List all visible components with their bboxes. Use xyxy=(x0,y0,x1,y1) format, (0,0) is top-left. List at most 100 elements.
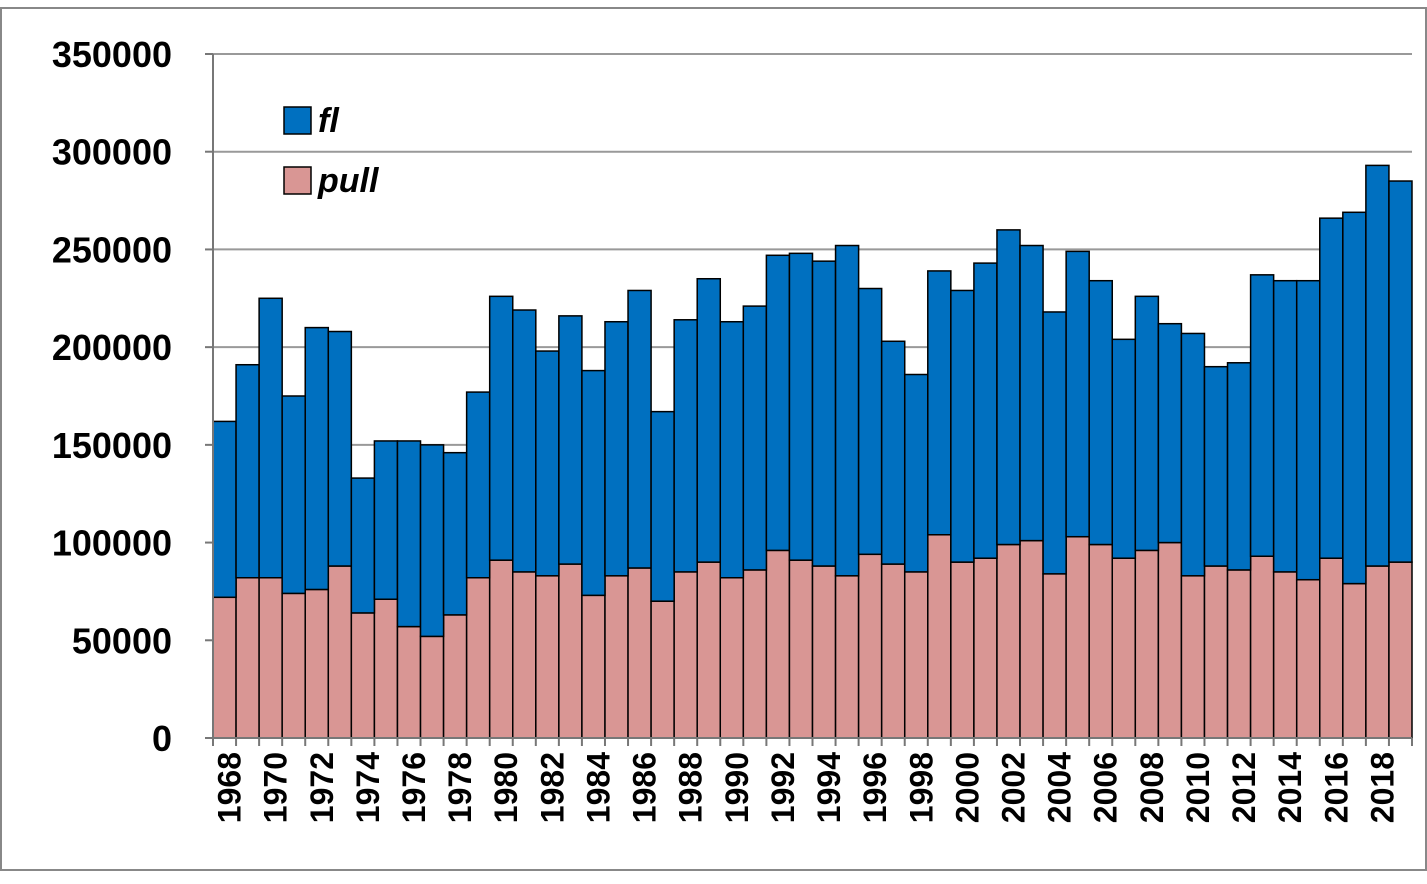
bar-segment xyxy=(903,571,929,739)
bar-segment xyxy=(1295,578,1321,739)
bar-segment xyxy=(212,596,237,739)
bar-segment xyxy=(650,600,675,739)
bar-segment xyxy=(742,305,768,571)
x-tick-label: 1994 xyxy=(811,752,847,823)
x-tick-label: 1972 xyxy=(304,752,340,823)
bar-segment xyxy=(1272,279,1298,573)
x-tick-label: 1988 xyxy=(673,752,709,823)
bar-segment xyxy=(1134,295,1160,552)
x-tick-label: 1986 xyxy=(627,752,663,823)
bar-segment xyxy=(857,553,883,739)
bar-segment xyxy=(1365,164,1390,567)
bar-segment xyxy=(1388,561,1413,739)
bar-segment xyxy=(304,326,330,591)
bar-segment xyxy=(880,563,906,739)
bar-segment xyxy=(1272,571,1298,739)
bar-segment xyxy=(1319,557,1344,739)
bar-segment xyxy=(1319,217,1344,559)
bar-segment xyxy=(1065,535,1090,739)
bar-segment xyxy=(1226,362,1252,571)
bar-segment xyxy=(1295,279,1321,581)
y-tick-label: 300000 xyxy=(52,132,172,173)
bar-segment xyxy=(1019,244,1044,542)
x-tick-label: 1970 xyxy=(258,752,294,823)
x-tick-label: 2016 xyxy=(1318,752,1354,823)
y-tick-label: 100000 xyxy=(52,523,172,564)
bar-segment xyxy=(880,340,906,565)
x-tick-label: 2010 xyxy=(1180,752,1216,823)
x-tick-label: 2004 xyxy=(1042,752,1078,823)
bar-segment xyxy=(996,229,1021,546)
bar-segment xyxy=(327,330,353,567)
x-tick-label: 1998 xyxy=(903,752,939,823)
bar-segment xyxy=(1065,250,1090,538)
bar-segment xyxy=(996,543,1021,739)
bar-segment xyxy=(650,410,675,602)
x-tick-label: 1996 xyxy=(857,752,893,823)
bar-segment xyxy=(604,575,629,739)
bar-segment xyxy=(235,363,260,579)
bar-segment xyxy=(512,309,537,573)
bar-segment xyxy=(258,297,283,579)
x-tick-label: 2006 xyxy=(1088,752,1124,823)
bar-segment xyxy=(627,567,652,739)
bar-segment xyxy=(1203,365,1229,567)
bar-segment xyxy=(696,561,722,739)
bar-segment xyxy=(1134,549,1160,739)
bar-segment xyxy=(281,395,306,595)
x-tick-label: 2014 xyxy=(1272,752,1308,823)
x-tick-label: 2012 xyxy=(1226,752,1262,823)
bar-segment xyxy=(327,565,353,739)
y-tick-label: 0 xyxy=(152,718,172,759)
bar-segment xyxy=(1249,555,1275,739)
bar-segment xyxy=(212,420,237,599)
bar-segment xyxy=(811,565,837,739)
bar-segment xyxy=(235,576,260,739)
bar-segment xyxy=(742,569,768,739)
bar-segment xyxy=(673,319,698,573)
bar-segment xyxy=(927,270,952,536)
x-tick-label: 2002 xyxy=(995,752,1031,823)
x-tick-label: 1976 xyxy=(396,752,432,823)
x-tick-label: 1984 xyxy=(580,752,616,823)
bar-segment xyxy=(857,287,883,556)
bar-segment xyxy=(558,315,583,565)
legend-swatch xyxy=(283,106,312,135)
bar-segment xyxy=(834,244,860,577)
bar-segment xyxy=(973,557,998,739)
bar-segment xyxy=(788,252,814,561)
x-tick-label: 1968 xyxy=(212,752,248,823)
bar-segment xyxy=(465,391,491,579)
bar-segment xyxy=(903,373,929,573)
legend-swatch xyxy=(283,166,312,195)
bar-segment xyxy=(512,571,537,739)
bar-segment xyxy=(350,612,376,739)
bar-segment xyxy=(1111,557,1137,739)
bar-segment xyxy=(1088,543,1113,739)
bar-segment xyxy=(696,277,722,563)
legend-label: pull xyxy=(317,162,380,200)
bar-segment xyxy=(304,588,330,739)
bar-segment xyxy=(558,563,583,739)
x-tick-label: 1982 xyxy=(534,752,570,823)
bar-segment xyxy=(1088,279,1113,546)
y-tick-label: 200000 xyxy=(52,327,172,368)
bar-segment xyxy=(604,320,629,577)
bar-segment xyxy=(927,534,952,739)
bar-segment xyxy=(350,477,376,614)
bar-segment xyxy=(465,576,491,739)
y-tick-label: 250000 xyxy=(52,229,172,270)
bar-segment xyxy=(973,262,998,559)
bar-segment xyxy=(950,561,975,739)
bar-segment xyxy=(373,440,399,600)
bar-segment xyxy=(1042,573,1067,739)
bar-segment xyxy=(1157,541,1183,739)
bar-segment xyxy=(788,559,814,739)
bar-segment xyxy=(1180,332,1206,577)
x-tick-label: 1980 xyxy=(488,752,524,823)
bar-segment xyxy=(1342,582,1367,739)
bar-segment xyxy=(627,289,652,569)
bar-segment xyxy=(488,295,514,561)
bar-segment xyxy=(811,260,837,567)
y-tick-label: 50000 xyxy=(72,620,172,661)
